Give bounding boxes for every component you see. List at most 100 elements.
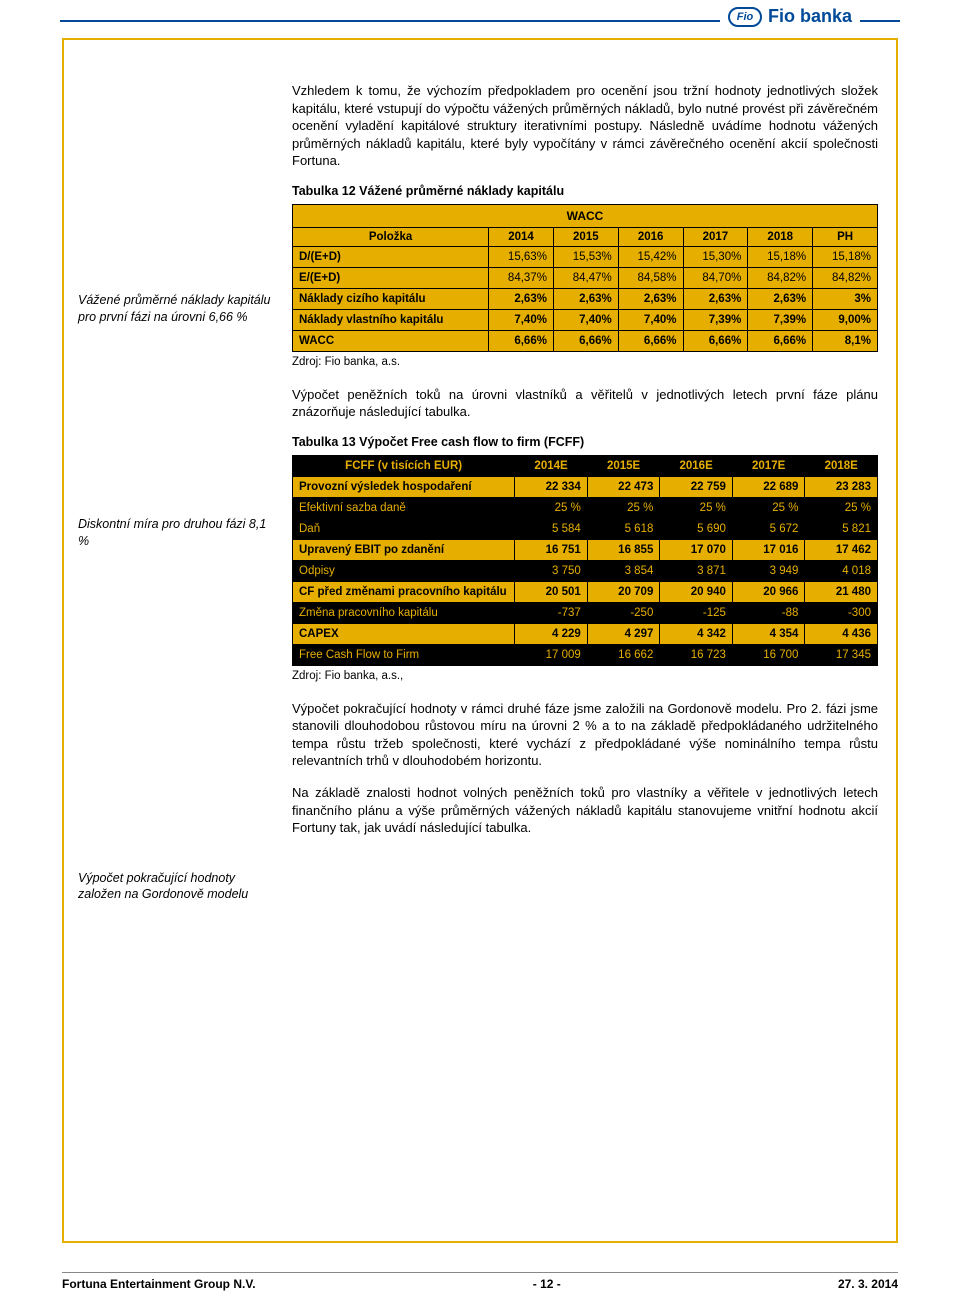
paragraph-conclusion: Na základě znalosti hodnot volných peněž… bbox=[292, 784, 878, 837]
cell: 84,70% bbox=[683, 267, 748, 288]
table13-title: Tabulka 13 Výpočet Free cash flow to fir… bbox=[292, 435, 878, 449]
cell: 22 334 bbox=[515, 476, 588, 497]
cell: 15,18% bbox=[813, 246, 878, 267]
sidebar-note-wacc: Vážené průměrné náklady kapitálu pro prv… bbox=[78, 292, 276, 326]
cell: 6,66% bbox=[683, 330, 748, 351]
brand-logo: Fio Fio banka bbox=[720, 6, 860, 27]
wacc-col-year: PH bbox=[813, 227, 878, 246]
row-label: Změna pracovního kapitálu bbox=[293, 602, 515, 623]
cell: 17 345 bbox=[805, 644, 878, 665]
fcff-col-year: 2018E bbox=[805, 455, 878, 476]
cell: 2,63% bbox=[683, 288, 748, 309]
cell: 20 501 bbox=[515, 581, 588, 602]
cell: 16 662 bbox=[587, 644, 660, 665]
cell: 3 854 bbox=[587, 560, 660, 581]
table-row: Náklady vlastního kapitálu7,40%7,40%7,40… bbox=[293, 309, 878, 330]
cell: 7,40% bbox=[489, 309, 554, 330]
row-label: Odpisy bbox=[293, 560, 515, 581]
cell: 25 % bbox=[732, 497, 805, 518]
row-label: Upravený EBIT po zdanění bbox=[293, 539, 515, 560]
cell: 7,39% bbox=[683, 309, 748, 330]
fcff-col-year: 2014E bbox=[515, 455, 588, 476]
wacc-super-header: WACC bbox=[293, 204, 878, 227]
cell: 4 436 bbox=[805, 623, 878, 644]
cell: -250 bbox=[587, 602, 660, 623]
table-wacc: WACC Položka 2014 2015 2016 2017 2018 PH… bbox=[292, 204, 878, 352]
cell: 5 672 bbox=[732, 518, 805, 539]
cell: 16 700 bbox=[732, 644, 805, 665]
cell: 84,82% bbox=[813, 267, 878, 288]
page-frame: Vážené průměrné náklady kapitálu pro prv… bbox=[62, 38, 898, 1243]
sidebar-note-gordon: Výpočet pokračující hodnoty založen na G… bbox=[78, 870, 276, 904]
fcff-header-row: FCFF (v tisících EUR) 2014E 2015E 2016E … bbox=[293, 455, 878, 476]
main-content: Vzhledem k tomu, že výchozím předpoklade… bbox=[292, 82, 878, 851]
page-footer: Fortuna Entertainment Group N.V. - 12 - … bbox=[62, 1272, 898, 1291]
sidebar-notes: Vážené průměrné náklady kapitálu pro prv… bbox=[78, 292, 276, 1093]
cell: 20 966 bbox=[732, 581, 805, 602]
footer-company: Fortuna Entertainment Group N.V. bbox=[62, 1277, 256, 1291]
table13-source: Zdroj: Fio banka, a.s., bbox=[292, 670, 878, 682]
cell: 2,63% bbox=[618, 288, 683, 309]
paragraph-gordon: Výpočet pokračující hodnoty v rámci druh… bbox=[292, 700, 878, 770]
cell: 4 297 bbox=[587, 623, 660, 644]
cell: 84,47% bbox=[553, 267, 618, 288]
logo-text: Fio banka bbox=[768, 6, 852, 27]
row-label: D/(E+D) bbox=[293, 246, 489, 267]
cell: 6,66% bbox=[618, 330, 683, 351]
fcff-col-year: 2015E bbox=[587, 455, 660, 476]
cell: 16 751 bbox=[515, 539, 588, 560]
row-label: E/(E+D) bbox=[293, 267, 489, 288]
cell: 15,18% bbox=[748, 246, 813, 267]
cell: 23 283 bbox=[805, 476, 878, 497]
cell: 6,66% bbox=[553, 330, 618, 351]
row-label: Daň bbox=[293, 518, 515, 539]
cell: 22 689 bbox=[732, 476, 805, 497]
table-row: Upravený EBIT po zdanění16 75116 85517 0… bbox=[293, 539, 878, 560]
cell: 25 % bbox=[587, 497, 660, 518]
fcff-col-year: 2016E bbox=[660, 455, 733, 476]
cell: 3 871 bbox=[660, 560, 733, 581]
cell: 5 690 bbox=[660, 518, 733, 539]
cell: 4 354 bbox=[732, 623, 805, 644]
cell: 6,66% bbox=[489, 330, 554, 351]
row-label: Efektivní sazba daně bbox=[293, 497, 515, 518]
cell: 2,63% bbox=[489, 288, 554, 309]
wacc-col-year: 2014 bbox=[489, 227, 554, 246]
cell: -125 bbox=[660, 602, 733, 623]
row-label: Free Cash Flow to Firm bbox=[293, 644, 515, 665]
table-row: CAPEX4 2294 2974 3424 3544 436 bbox=[293, 623, 878, 644]
cell: 84,37% bbox=[489, 267, 554, 288]
logo-mark-icon: Fio bbox=[728, 7, 762, 27]
table-row: Provozní výsledek hospodaření22 33422 47… bbox=[293, 476, 878, 497]
table-row: Změna pracovního kapitálu-737-250-125-88… bbox=[293, 602, 878, 623]
table-row: E/(E+D)84,37%84,47%84,58%84,70%84,82%84,… bbox=[293, 267, 878, 288]
wacc-col-item: Položka bbox=[293, 227, 489, 246]
cell: 25 % bbox=[515, 497, 588, 518]
cell: 20 709 bbox=[587, 581, 660, 602]
cell: 4 342 bbox=[660, 623, 733, 644]
cell: 3 750 bbox=[515, 560, 588, 581]
row-label: Náklady cizího kapitálu bbox=[293, 288, 489, 309]
footer-date: 27. 3. 2014 bbox=[838, 1277, 898, 1291]
table-row: D/(E+D)15,63%15,53%15,42%15,30%15,18%15,… bbox=[293, 246, 878, 267]
paragraph-fcff-intro: Výpočet peněžních toků na úrovni vlastní… bbox=[292, 386, 878, 421]
cell: 15,42% bbox=[618, 246, 683, 267]
sidebar-note-discount: Diskontní míra pro druhou fázi 8,1 % bbox=[78, 516, 276, 550]
cell: 84,82% bbox=[748, 267, 813, 288]
cell: 4 229 bbox=[515, 623, 588, 644]
wacc-col-year: 2016 bbox=[618, 227, 683, 246]
cell: 5 584 bbox=[515, 518, 588, 539]
cell: 16 855 bbox=[587, 539, 660, 560]
table-row: Efektivní sazba daně25 %25 %25 %25 %25 % bbox=[293, 497, 878, 518]
cell: -737 bbox=[515, 602, 588, 623]
cell: 84,58% bbox=[618, 267, 683, 288]
cell: 16 723 bbox=[660, 644, 733, 665]
cell: 9,00% bbox=[813, 309, 878, 330]
table-row: Náklady cizího kapitálu2,63%2,63%2,63%2,… bbox=[293, 288, 878, 309]
cell: 5 618 bbox=[587, 518, 660, 539]
cell: 22 759 bbox=[660, 476, 733, 497]
cell: 7,40% bbox=[618, 309, 683, 330]
fcff-col-item: FCFF (v tisících EUR) bbox=[293, 455, 515, 476]
footer-rule bbox=[62, 1272, 898, 1273]
cell: 4 018 bbox=[805, 560, 878, 581]
